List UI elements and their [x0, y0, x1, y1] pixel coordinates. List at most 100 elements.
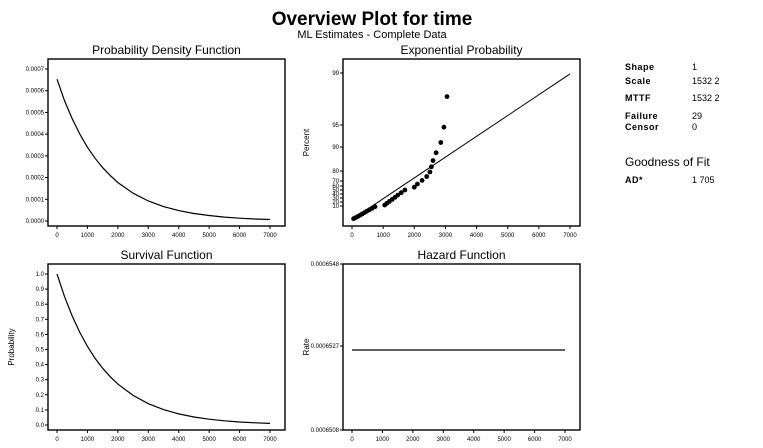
- pdf-ytick-label: 0.0002: [26, 176, 45, 182]
- probability-ytick-label: 90: [332, 145, 339, 151]
- probability-frame: [342, 58, 581, 227]
- stat-label-mttf: MTTF: [625, 93, 651, 103]
- pdf-xtick-label: 3000: [142, 233, 156, 239]
- hazard-title: Hazard Function: [417, 248, 505, 262]
- probability-point: [444, 94, 450, 99]
- hazard-panel: Hazard Function 0 1000 2000 3000 4000 5000 6000…: [302, 248, 581, 443]
- probability-point: [398, 190, 404, 196]
- survival-xtick-label: 5000: [202, 437, 216, 443]
- probability-point: [411, 184, 417, 190]
- hazard-ylabel: Rate: [302, 338, 311, 355]
- survival-panel: Survival Function 0 1000 2000 3000 4000 5000 60…: [7, 248, 286, 443]
- survival-ytick-label: 0.7: [36, 317, 45, 323]
- survival-ytick-label: 0.2: [36, 393, 45, 399]
- survival-ytick-label: 0.1: [36, 408, 45, 414]
- probability-ytick-label: 60: [332, 184, 339, 190]
- pdf-ytick-label: 0.0000: [26, 219, 45, 225]
- probability-point: [372, 204, 378, 210]
- main-title: Overview Plot for time: [272, 9, 473, 30]
- survival-xtick-label: 2000: [111, 437, 125, 443]
- probability-panel: Exponential Probability 0 1000 2000 3000 4000…: [302, 43, 581, 239]
- statistics-table: Shape 1 Scale 1532 2 MTTF 1532 2 Failure…: [625, 62, 720, 185]
- hazard-xtick-label: 0: [350, 437, 354, 443]
- stat-label-scale: Scale: [625, 76, 651, 86]
- probability-xtick-label: 5000: [501, 233, 515, 239]
- hazard-xtick-label: 4000: [467, 437, 481, 443]
- probability-point: [427, 169, 433, 175]
- survival-ytick-label: 0.9: [36, 287, 45, 293]
- survival-ytick-label: 0.3: [36, 378, 45, 384]
- survival-xtick-label: 7000: [263, 437, 277, 443]
- pdf-ytick-label: 0.0005: [26, 110, 45, 116]
- stat-value-failure: 29: [692, 111, 702, 121]
- gof-label: AD*: [625, 175, 643, 185]
- probability-point: [441, 124, 447, 130]
- probability-ytick-label: 70: [332, 179, 339, 185]
- survival-title: Survival Function: [120, 248, 212, 262]
- probability-fit-line: [351, 73, 571, 220]
- probability-point: [415, 181, 420, 187]
- gof-value: 1 705: [692, 175, 715, 185]
- hazard-xtick-label: 3000: [437, 437, 451, 443]
- probability-ytick-label: 40: [332, 192, 339, 198]
- survival-ytick-label: 1.0: [36, 272, 45, 278]
- pdf-xtick-label: 7000: [263, 233, 277, 239]
- pdf-ytick-label: 0.0006: [26, 89, 45, 95]
- hazard-xtick-label: 5000: [497, 437, 511, 443]
- probability-xtick-label: 4000: [470, 233, 484, 239]
- stat-value-scale: 1532 2: [692, 76, 720, 86]
- pdf-ytick-label: 0.0001: [26, 197, 45, 203]
- subtitle: ML Estimates - Complete Data: [297, 29, 447, 41]
- pdf-xtick-label: 4000: [172, 233, 186, 239]
- probability-point: [430, 158, 436, 164]
- probability-point: [424, 174, 430, 179]
- survival-frame: [47, 263, 286, 431]
- probability-ytick-label: 20: [332, 200, 339, 206]
- pdf-xtick-label: 5000: [202, 233, 216, 239]
- goodness-of-fit-title: Goodness of Fit: [625, 155, 710, 169]
- survival-ytick-label: 0.6: [36, 332, 45, 338]
- survival-ytick-label: 0.0: [36, 423, 45, 429]
- stat-label-failure: Failure: [625, 111, 658, 121]
- hazard-ytick-label: 0.0006508: [311, 428, 340, 434]
- hazard-xtick-label: 2000: [406, 437, 420, 443]
- probability-point: [438, 140, 444, 145]
- pdf-xtick-label: 2000: [111, 233, 125, 239]
- probability-ytick-label: 50: [332, 188, 339, 194]
- probability-ytick-label: 10: [332, 204, 339, 210]
- probability-xtick-label: 1000: [376, 233, 390, 239]
- hazard-xtick-label: 1000: [376, 437, 390, 443]
- stat-value-shape: 1: [692, 62, 697, 72]
- probability-ylabel: Percent: [302, 128, 311, 156]
- probability-point: [429, 164, 434, 170]
- pdf-frame: [47, 58, 286, 227]
- probability-ytick-label: 99: [332, 71, 339, 77]
- probability-xtick-label: 7000: [563, 233, 577, 239]
- stat-value-censor: 0: [692, 122, 697, 132]
- survival-ytick-label: 0.4: [36, 363, 45, 369]
- survival-ylabel: Probability: [7, 328, 16, 365]
- stat-label-censor: Censor: [625, 122, 659, 132]
- hazard-ytick-label: 0.0006548: [311, 262, 340, 268]
- hazard-xtick-label: 7000: [558, 437, 572, 443]
- pdf-curve: [56, 79, 271, 221]
- survival-ytick-label: 0.5: [36, 348, 45, 354]
- probability-point: [419, 178, 425, 183]
- hazard-ytick-label: 0.0006527: [311, 344, 340, 350]
- probability-title: Exponential Probability: [400, 43, 522, 57]
- hazard-xtick-label: 6000: [528, 437, 542, 443]
- probability-ytick-label: 95: [332, 123, 339, 129]
- probability-point: [402, 187, 408, 193]
- probability-xtick-label: 3000: [439, 233, 453, 239]
- survival-xtick-label: 1000: [81, 437, 95, 443]
- survival-ytick-label: 0.8: [36, 302, 45, 308]
- pdf-ytick-label: 0.0007: [26, 67, 45, 73]
- probability-xtick-label: 2000: [408, 233, 422, 239]
- survival-curve: [56, 273, 271, 424]
- pdf-title: Probability Density Function: [92, 43, 241, 57]
- survival-xtick-label: 6000: [233, 437, 247, 443]
- probability-point: [395, 192, 401, 198]
- pdf-xtick-label: 6000: [233, 233, 247, 239]
- pdf-ytick-label: 0.0003: [26, 154, 45, 160]
